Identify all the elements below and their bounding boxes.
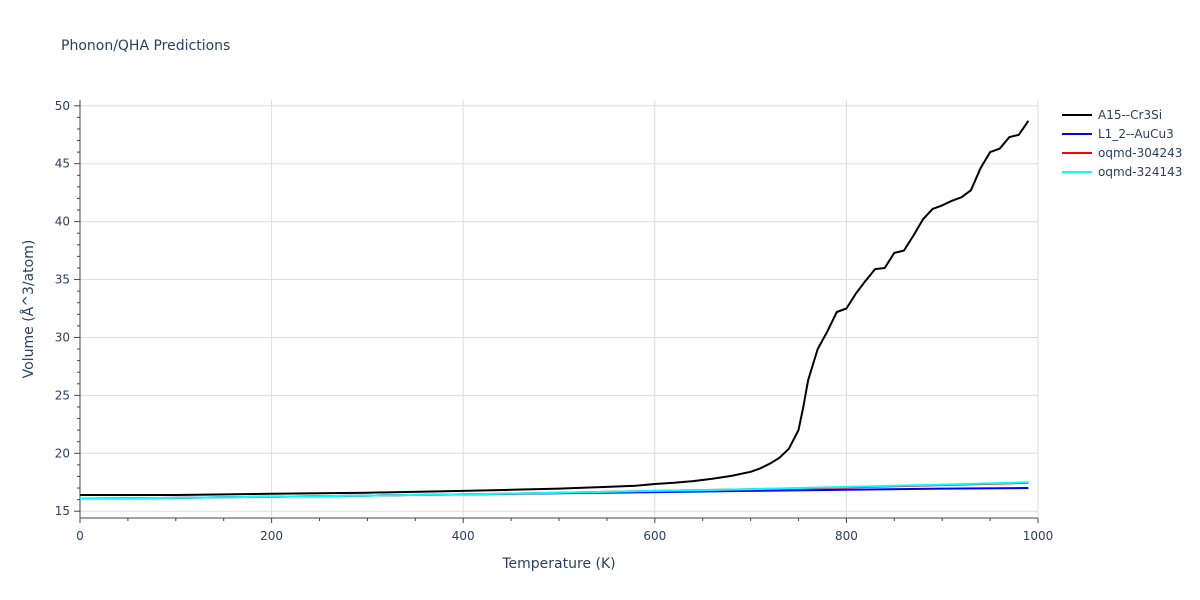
x-tick-label: 400 [452,529,475,543]
x-axis-title: Temperature (K) [501,556,615,572]
y-tick-label: 15 [55,504,70,518]
y-tick-label: 20 [55,446,70,460]
grid [80,100,1039,517]
legend-label: oqmd-304243 [1098,146,1182,160]
y-tick-label: 25 [55,388,70,402]
x-tick-label: 200 [260,529,283,543]
chart-title: Phonon/QHA Predictions [61,38,230,54]
series-line-3 [79,481,1029,500]
y-tick-label: 45 [55,157,70,171]
y-axis-title: Volume (Å^3/atom) [20,240,37,379]
legend-label: A15--Cr3Si [1098,108,1162,122]
legend[interactable]: A15--Cr3Si L1_2--AuCu3 oqmd-304243 oqmd-324… [1062,108,1182,179]
legend-item-0[interactable]: A15--Cr3Si [1062,108,1162,122]
y-tick-label: 40 [55,215,70,229]
y-tick-label: 35 [55,273,70,287]
y-tick-label: 50 [55,99,70,113]
x-tick-label: 800 [835,529,858,543]
series-line-0 [80,120,1030,496]
axes: 0 200 400 600 800 1000 15 20 25 30 35 40 45 50 [55,99,1054,543]
legend-item-2[interactable]: oqmd-304243 [1062,146,1182,160]
legend-item-1[interactable]: L1_2--AuCu3 [1062,127,1174,141]
x-tick-label: 1000 [1023,529,1054,543]
x-tick-label: 0 [76,529,84,543]
legend-item-3[interactable]: oqmd-324143 [1062,165,1182,179]
legend-label: oqmd-324143 [1098,165,1182,179]
series-layer [79,120,1030,500]
x-tick-label: 600 [643,529,666,543]
y-tick-label: 30 [55,330,70,344]
legend-label: L1_2--AuCu3 [1098,127,1174,141]
